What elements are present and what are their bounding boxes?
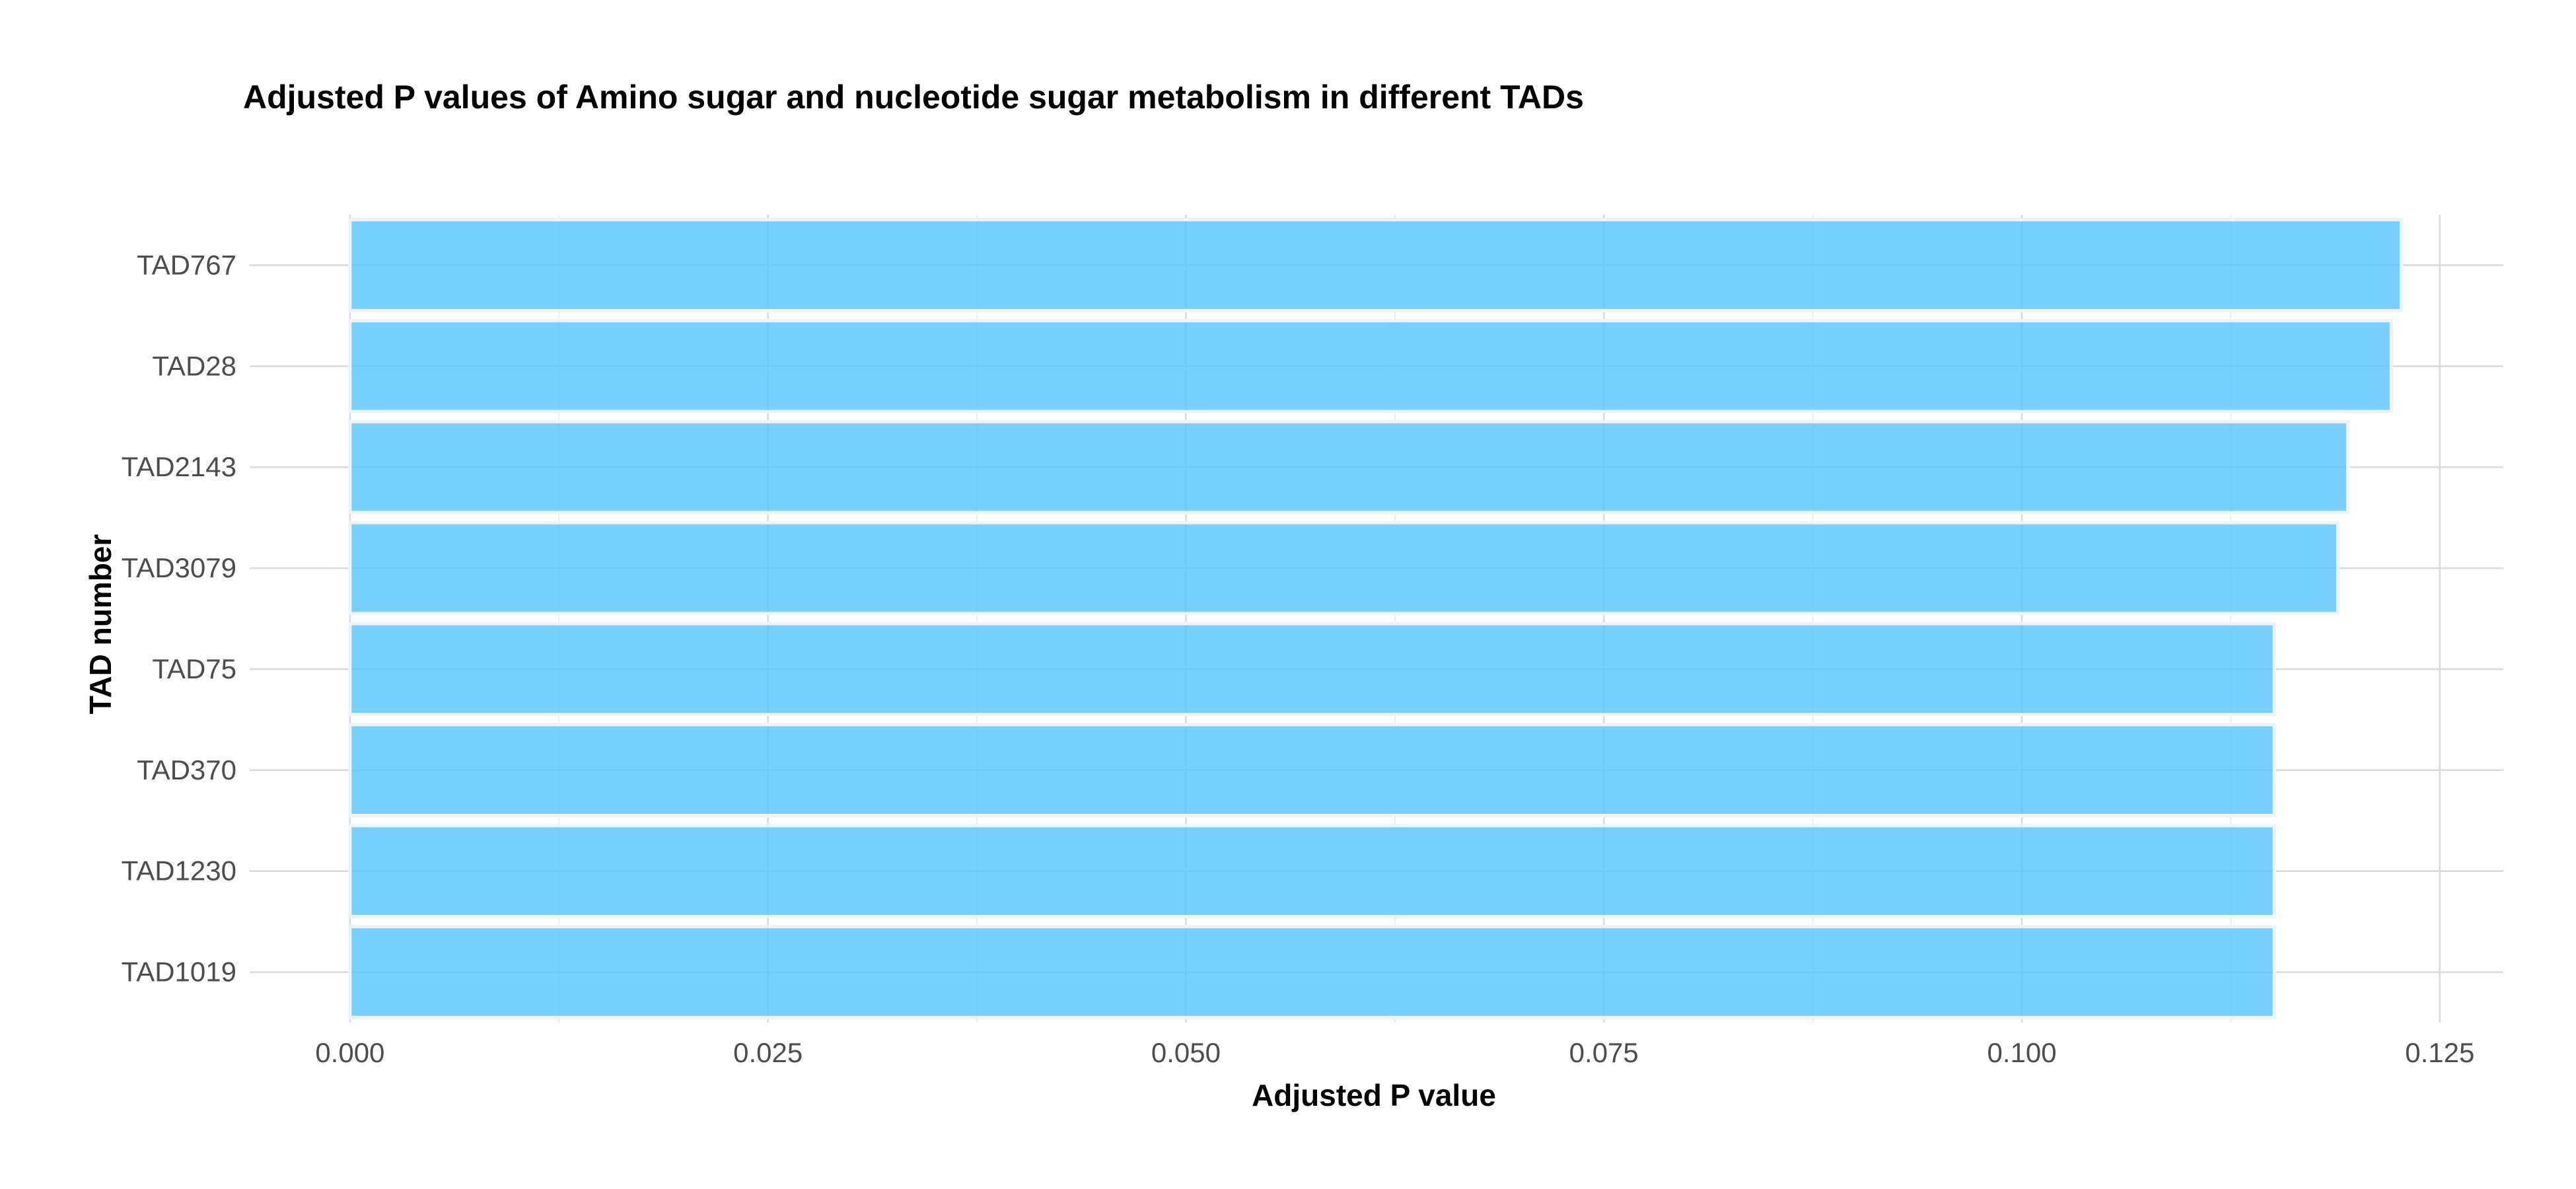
x-tick-label: 0.075 — [1569, 1037, 1639, 1068]
y-tick-label: TAD28 — [152, 350, 236, 381]
bar-tad1230 — [348, 824, 2276, 918]
x-axis-title: Adjusted P value — [1252, 1078, 1496, 1112]
y-tick-label: TAD3079 — [122, 552, 236, 583]
y-tick-label: TAD1019 — [122, 956, 236, 988]
x-tick-label: 0.000 — [315, 1037, 384, 1068]
x-tick-label: 0.100 — [1987, 1037, 2056, 1068]
y-axis-tick-labels: TAD767 TAD28 TAD2143 TAD3079 TAD75 TAD370 TAD1… — [122, 249, 236, 987]
y-tick-label: TAD370 — [137, 754, 236, 785]
y-tick-label: TAD75 — [152, 653, 236, 684]
x-tick-label: 0.050 — [1151, 1037, 1221, 1068]
x-tick-label: 0.125 — [2405, 1037, 2474, 1068]
y-tick-label: TAD767 — [137, 249, 236, 280]
y-tick-label: TAD1230 — [122, 855, 236, 886]
bars — [348, 218, 2404, 1019]
bar-tad767 — [348, 218, 2404, 312]
bar-tad3079 — [348, 521, 2340, 616]
bar-tad75 — [348, 622, 2276, 717]
bar-tad28 — [348, 319, 2393, 414]
x-axis-tick-labels: 0.000 0.025 0.050 0.075 0.100 0.125 — [315, 1037, 2474, 1068]
bar-tad1019 — [348, 925, 2276, 1019]
chart-title: Adjusted P values of Amino sugar and nuc… — [243, 79, 1584, 116]
y-axis-title: TAD number — [83, 534, 118, 715]
bar-tad370 — [348, 723, 2276, 818]
bar-tad2143 — [348, 419, 2350, 515]
y-tick-label: TAD2143 — [122, 451, 236, 482]
x-tick-label: 0.025 — [733, 1037, 803, 1068]
